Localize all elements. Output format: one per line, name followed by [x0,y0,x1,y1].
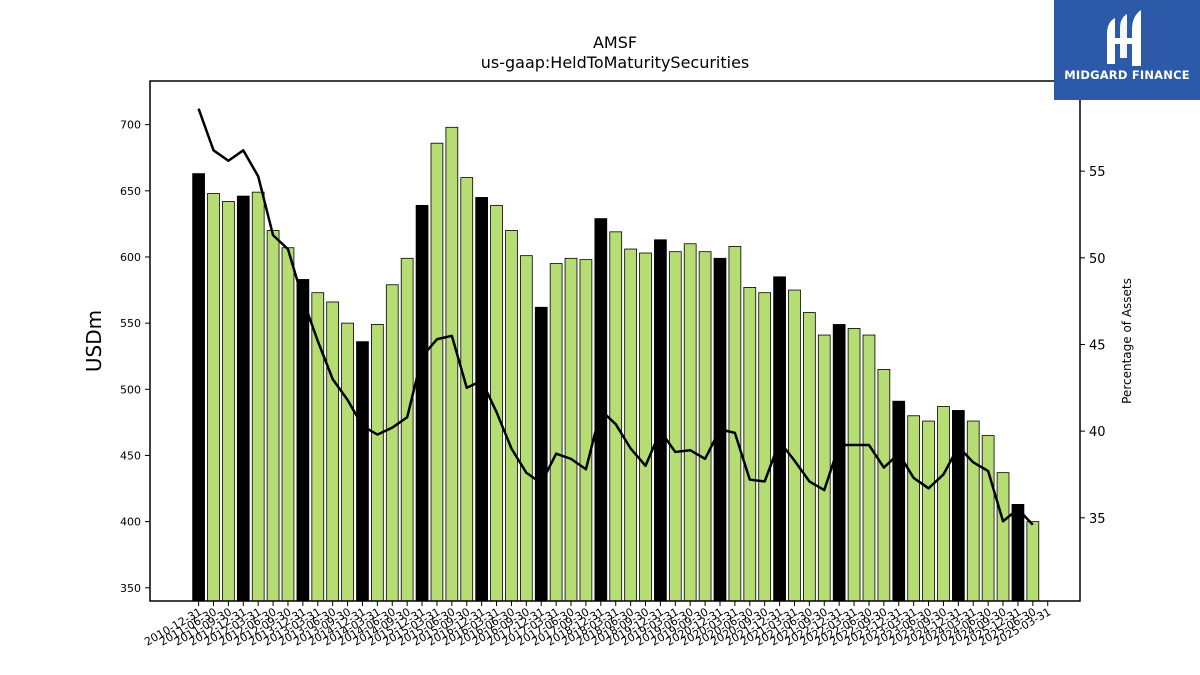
bar-2019-06-30 [698,251,712,602]
bar-2021-12-31 [847,328,861,602]
x-axis: 2010-12-312011-06-302011-09-302012-12-31… [142,601,1053,649]
bar-2014-06-30 [400,257,414,602]
bar-2018-09-30 [654,239,667,602]
bar-2022-09-30 [892,400,906,602]
chart-subtitle: us-gaap:HeldToMaturitySecurities [481,53,750,72]
bar-2012-06-30 [281,247,295,602]
bar-2010-12-31 [192,173,205,602]
percentage-line [197,108,1034,526]
bar-2011-12-31 [251,191,265,602]
y-tick-label: 600 [120,251,141,264]
y-axis: 350 400 450 500 550 600 650 700 [120,119,150,595]
line-group [197,108,1034,526]
bar-2011-03-31 [207,193,220,602]
y-tick-label: 350 [120,582,141,595]
brand-logo: MIDGARD FINANCE [1054,0,1200,100]
bar-2017-06-30 [579,259,593,602]
bar-2013-09-30 [356,341,369,602]
bar-2011-09-30 [236,195,250,602]
bar-2015-03-31 [445,126,459,602]
y2-tick-label: 40 [1089,425,1106,440]
y-tick-label: 450 [120,449,141,462]
bar-2016-09-30 [534,306,548,602]
bar-2017-12-31 [609,231,623,602]
bar-2011-06-30 [222,201,235,602]
bar-2014-09-30 [415,204,429,602]
bar-2020-06-30 [758,292,772,602]
bar-2015-09-30 [475,197,488,602]
y-tick-label: 650 [120,185,141,198]
y-axis-label: USDm [82,310,106,372]
bar-2013-03-31 [326,301,340,602]
bar-2022-12-31 [907,415,921,602]
bar-2012-03-31 [266,230,280,602]
bar-2023-12-31 [966,420,980,602]
bar-2018-03-31 [624,248,637,602]
y2-tick-label: 55 [1089,165,1106,180]
bar-2019-03-31 [683,243,697,602]
y2-tick-label: 45 [1089,338,1106,353]
bar-2020-12-31 [788,289,801,602]
bar-2024-03-31 [981,435,995,602]
y2-tick-label: 50 [1089,252,1106,267]
bar-2021-09-30 [832,324,846,602]
bar-2013-12-31 [371,324,384,602]
bar-2013-06-30 [341,322,354,602]
y-tick-label: 700 [120,119,141,132]
y-tick-label: 400 [120,516,141,529]
bar-2024-09-30 [1011,504,1025,602]
bar-2024-06-30 [996,472,1010,602]
bars-group [192,126,1040,602]
y2-axis: 35 40 45 50 55 [1080,165,1106,527]
plot-frame [149,80,1081,602]
bar-2021-03-31 [803,312,816,602]
bar-2014-12-31 [430,142,444,602]
bar-2019-12-31 [728,245,742,602]
bar-2015-06-30 [460,177,474,602]
bar-2022-03-31 [862,334,876,602]
chart-title: AMSF [593,33,637,52]
bar-2024-12-31 [1026,521,1040,602]
midgard-logo-icon [1107,10,1141,66]
bar-2016-06-30 [519,255,533,602]
bar-2020-03-31 [743,287,757,602]
bar-2014-03-31 [385,284,399,602]
logo-text: MIDGARD FINANCE [1064,68,1190,82]
bar-2017-03-31 [564,257,578,602]
bar-2016-12-31 [549,263,563,602]
bar-2023-06-30 [937,406,950,602]
bar-2022-06-30 [877,369,891,602]
bar-2012-09-30 [296,279,310,602]
y-tick-label: 500 [120,383,141,396]
bar-2016-03-31 [505,230,518,602]
y2-axis-label: Percentage of Assets [1120,278,1134,404]
bar-2023-09-30 [952,410,965,602]
y-tick-label: 550 [120,317,141,330]
bar-2018-12-31 [668,251,682,602]
bar-2018-06-30 [639,252,652,602]
bar-2021-06-30 [817,334,831,602]
bar-2023-03-31 [922,420,935,602]
bar-2020-09-30 [773,276,786,602]
y2-tick-label: 35 [1089,512,1106,527]
